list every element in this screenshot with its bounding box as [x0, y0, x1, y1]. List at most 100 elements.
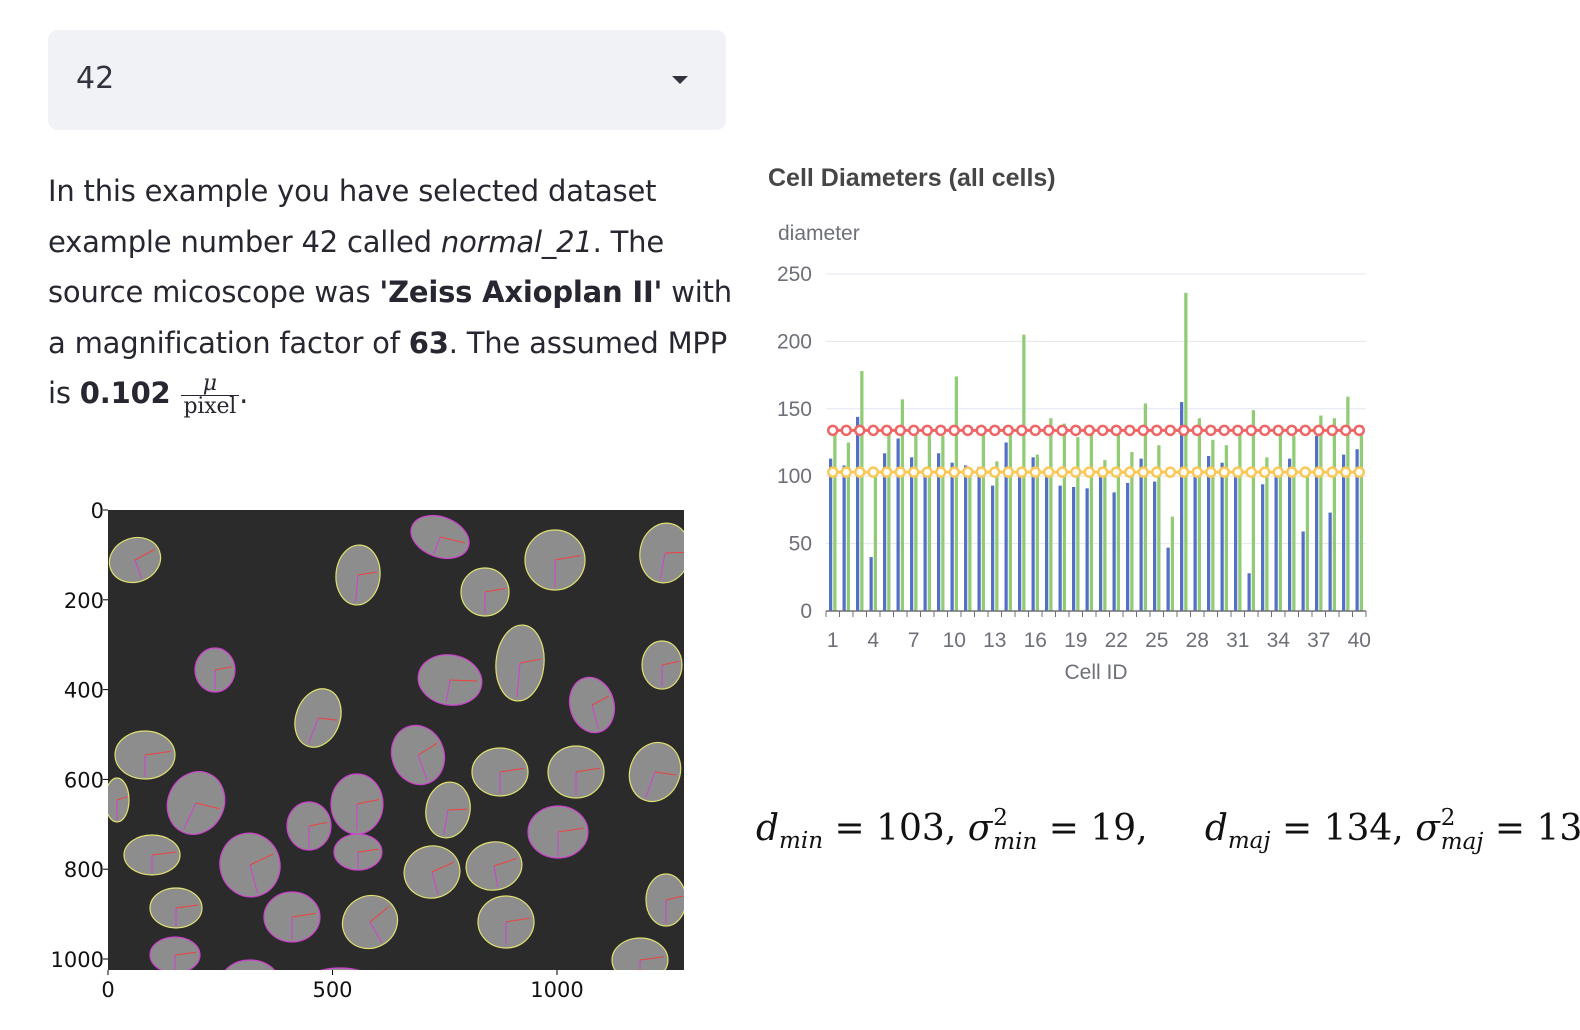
x-tick-label: 28: [1186, 629, 1209, 652]
minor-axis: [356, 799, 380, 805]
reference-point-2-20: [1083, 466, 1095, 478]
bar-s1-5: [883, 453, 887, 611]
cell-body: [611, 937, 669, 970]
minor-axis: [144, 750, 171, 756]
minor-axis: [291, 912, 316, 918]
reference-point-1-20: [1083, 424, 1095, 437]
bar-s1-20: [1085, 488, 1089, 611]
cell-33: [224, 959, 276, 970]
reference-point-2-27: [1178, 466, 1190, 478]
major-axis: [249, 864, 258, 893]
bar-s1-26: [1166, 547, 1170, 611]
reference-point-2-19: [1070, 466, 1082, 478]
y-tick-label: 250: [777, 263, 812, 286]
reference-point-1-24: [1137, 424, 1149, 437]
bar-s1-1: [829, 458, 833, 611]
major-axis: [431, 871, 439, 895]
bar-s1-16: [1031, 457, 1035, 611]
reference-point-1-38: [1326, 424, 1338, 437]
bar-s1-31: [1234, 476, 1238, 611]
microscopy-image-plot: 0 200 400 600 800 1000 0 500 1000: [51, 499, 684, 1002]
reference-point-1-32: [1245, 424, 1257, 437]
cell-body: [224, 959, 276, 970]
reference-point-1-21: [1097, 424, 1109, 437]
reference-point-1-29: [1205, 424, 1217, 437]
bar-s2-32: [1251, 410, 1255, 611]
bar-s2-26: [1170, 516, 1174, 611]
bar-s1-34: [1274, 474, 1278, 611]
major-axis: [591, 704, 600, 730]
reference-point-2-10: [948, 466, 960, 478]
reference-point-1-10: [948, 424, 960, 437]
x-tick-label: 0: [101, 978, 114, 1002]
bar-s2-33: [1265, 457, 1269, 611]
var-maj-value: 13: [1536, 808, 1580, 849]
bar-s1-37: [1315, 435, 1319, 611]
reference-point-1-34: [1272, 424, 1284, 437]
reference-point-2-39: [1340, 466, 1352, 478]
reference-point-2-25: [1151, 466, 1163, 478]
bar-s2-24: [1143, 403, 1147, 611]
dataset-select[interactable]: 42: [48, 30, 726, 130]
bar-s2-7: [914, 429, 918, 611]
bar-s1-8: [923, 472, 927, 611]
y-tick-label: 800: [64, 858, 104, 882]
reference-point-1-15: [1016, 424, 1028, 437]
reference-point-2-3: [854, 466, 866, 478]
major-axis: [659, 552, 666, 580]
major-axis: [516, 662, 521, 698]
cell-7: [495, 624, 545, 702]
minor-axis: [557, 827, 584, 833]
cell-body: [645, 873, 684, 927]
magnification-value: 63: [408, 325, 449, 360]
cell-body: [280, 976, 316, 1000]
cell-5: [460, 567, 510, 617]
x-tick-label: 19: [1064, 629, 1087, 652]
cell-body: [320, 967, 360, 970]
minor-axis: [116, 796, 128, 801]
bar-s1-28: [1193, 473, 1197, 611]
bar-s2-28: [1197, 418, 1201, 611]
minor-axis: [308, 821, 328, 827]
y-tick-label: 200: [64, 589, 104, 613]
minor-axis: [639, 956, 664, 961]
reference-point-1-26: [1164, 424, 1176, 437]
reference-point-1-1: [827, 424, 839, 437]
minor-axis: [369, 906, 389, 923]
major-axis: [493, 865, 499, 888]
y-tick-label: 100: [777, 465, 812, 488]
bar-s1-3: [856, 416, 860, 611]
bar-s1-15: [1018, 474, 1022, 611]
reference-point-2-32: [1245, 466, 1257, 478]
minor-axis: [484, 587, 506, 593]
y-tick-label: 600: [64, 768, 104, 792]
minor-axis: [249, 853, 274, 866]
reference-point-2-11: [962, 466, 974, 478]
minor-axis: [357, 571, 378, 576]
bar-s1-36: [1301, 531, 1305, 611]
major-axis: [433, 536, 441, 555]
x-tick-label: 34: [1267, 629, 1291, 652]
minor-axis: [447, 808, 468, 811]
cell-13: [114, 730, 176, 780]
reference-point-1-19: [1070, 424, 1082, 437]
y-tick-label: 0: [91, 499, 104, 523]
cell-4: [524, 529, 586, 591]
cell-30: [341, 894, 399, 950]
minor-axis: [439, 536, 466, 544]
bar-s2-22: [1116, 427, 1120, 611]
major-axis: [445, 679, 451, 703]
reference-point-2-2: [840, 466, 852, 478]
cell-32: [149, 936, 201, 970]
reference-point-1-11: [962, 424, 974, 437]
minor-axis: [175, 904, 199, 909]
x-tick-label: 25: [1145, 629, 1168, 652]
y-axis-label: diameter: [778, 222, 860, 245]
minor-axis: [317, 717, 338, 721]
reference-point-2-21: [1097, 466, 1109, 478]
y-tick-label: 200: [777, 330, 812, 353]
chevron-down-icon[interactable]: [672, 76, 688, 84]
reference-point-1-17: [1043, 424, 1055, 437]
y-tick-label: 0: [800, 600, 812, 623]
x-tick-label: 13: [983, 629, 1006, 652]
